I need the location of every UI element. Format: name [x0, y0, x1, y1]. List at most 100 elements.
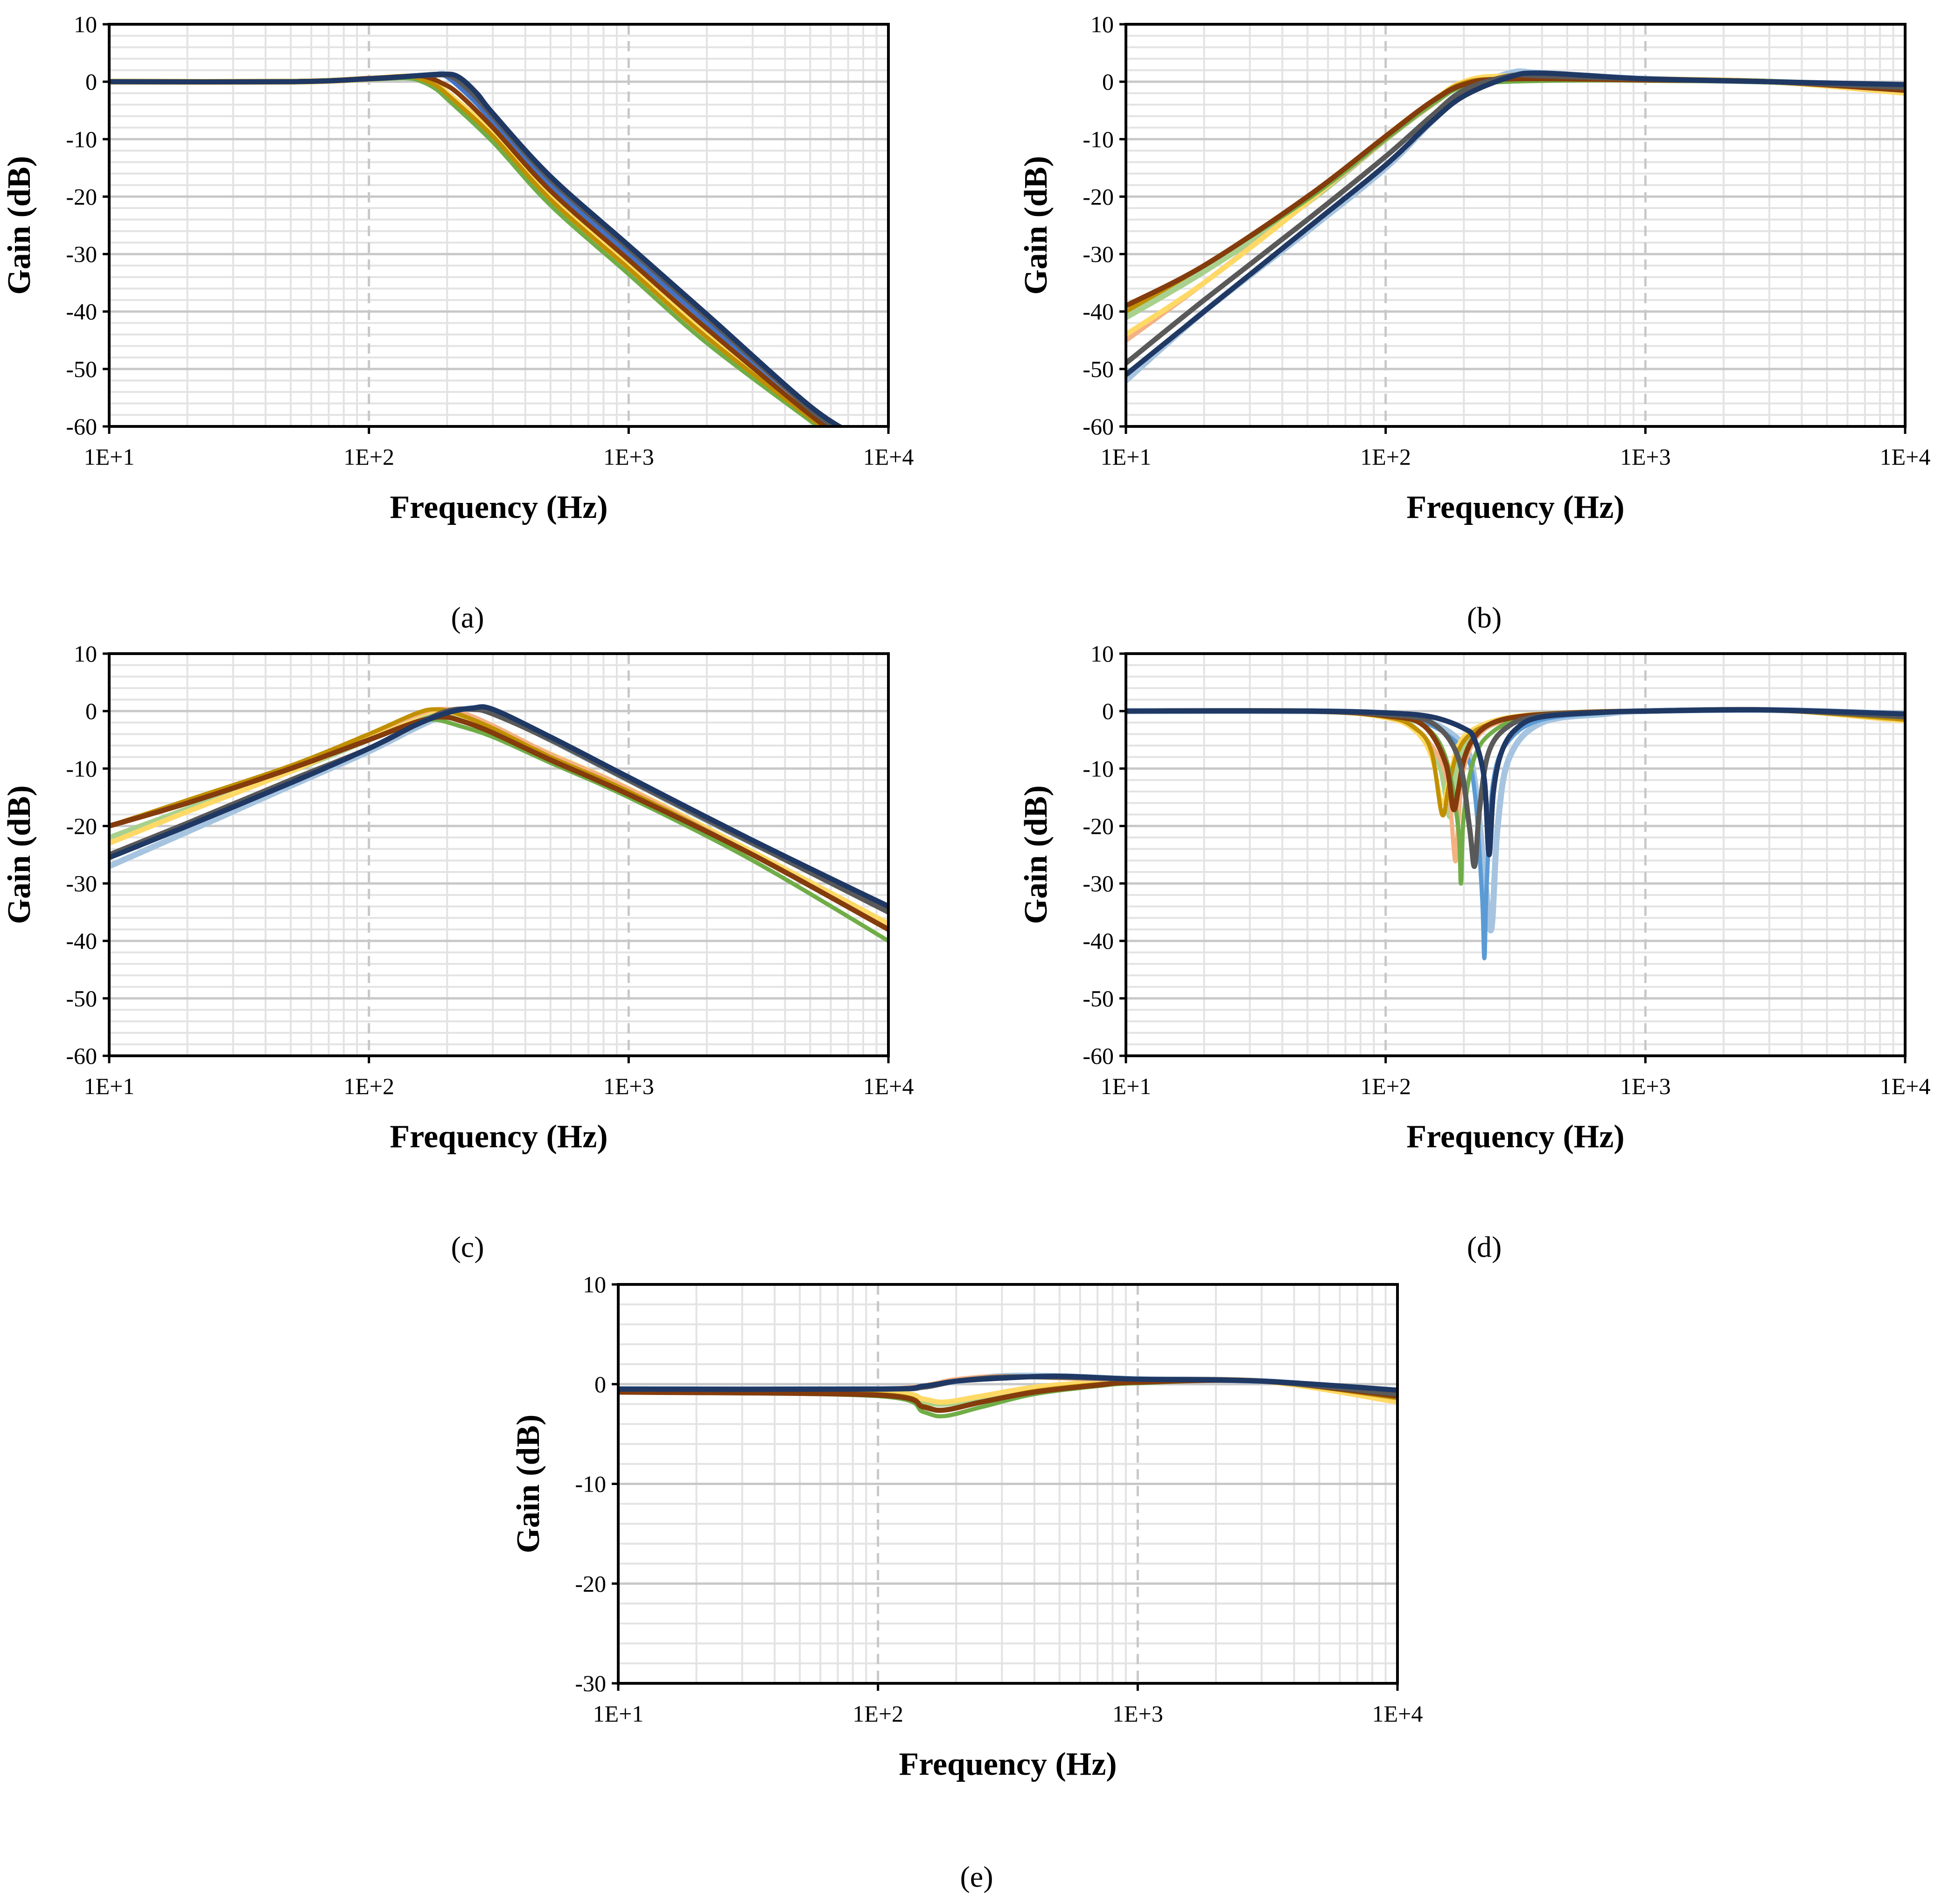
panel-a-y-axis-title: Gain (dB) [1, 156, 37, 295]
panel-c-x-tick-label: 1E+3 [603, 1073, 654, 1099]
panel-c-x-tick-label: 1E+1 [84, 1073, 135, 1099]
panel-d-y-axis-title: Gain (dB) [1018, 785, 1054, 924]
panel-a-y-tick-label: -20 [66, 183, 97, 209]
panel-c-y-tick-label: -30 [66, 871, 97, 897]
panel-a-x-tick-label: 1E+2 [343, 444, 394, 470]
panel-b-series [1126, 68, 1905, 384]
panel-b-y-tick-label: -40 [1083, 299, 1114, 325]
panel-a-series-s3 [109, 73, 830, 426]
panel-a-y-tick-label: -40 [66, 299, 97, 325]
panel-b-y-tick-label: -20 [1083, 183, 1114, 209]
panel-d-plot-frame [1125, 652, 1907, 1057]
panel-a-x-axis-title: Frequency (Hz) [390, 489, 608, 525]
panel-e-y-tick-label: 10 [583, 1271, 606, 1297]
panel-b-y-tick-label: -30 [1083, 241, 1114, 267]
panel-c-x-axis-title: Frequency (Hz) [390, 1119, 608, 1155]
panel-c-series [109, 704, 888, 943]
panel-c-y-axis-title: Gain (dB) [1, 785, 37, 924]
panel-a-y-tick-label: -10 [66, 126, 97, 152]
panel-c-x-tick-label: 1E+2 [343, 1073, 394, 1099]
panel-b-caption: (b) [1467, 601, 1502, 634]
panel-a-caption: (a) [451, 601, 484, 634]
panel-b-series-s4 [1126, 73, 1905, 337]
panel-c-y-tick-label: 0 [85, 698, 97, 724]
panel-a-x-tick-label: 1E+1 [84, 444, 135, 470]
panel-e-x-tick-label: 1E+1 [593, 1701, 644, 1727]
panel-a-y-tick-label: 10 [74, 11, 97, 37]
panel-d: 10 0 -10 -20 -30 -40 -50 -60 1E+1 1E+2 1E+3 1E+4 Fre… [1018, 641, 1930, 1263]
panel-c-series-s6 [109, 707, 888, 932]
panel-d-y-tick-label: 0 [1102, 698, 1114, 724]
panel-a-y-tick-label: -50 [66, 356, 97, 382]
panel-a-y-tick-label: 0 [85, 69, 97, 95]
panel-e: 10 0 -10 -20 -30 1E+1 1E+2 1E+3 1E+4 Frequency (H… [510, 1271, 1423, 1893]
panel-b-plot-frame [1125, 23, 1907, 428]
panel-e-y-axis-title: Gain (dB) [510, 1415, 546, 1554]
panel-d-y-tick-label: -30 [1083, 871, 1114, 897]
panel-d-y-tick-label: 10 [1090, 641, 1114, 667]
panel-b: 10 0 -10 -20 -30 -40 -50 -60 1E+1 1E+2 1E+3 1E+4 Fre… [1018, 11, 1930, 634]
panel-a-series [109, 70, 845, 426]
panel-e-y-tick-label: -30 [575, 1670, 606, 1696]
panel-d-y-tick-label: -10 [1083, 755, 1114, 781]
panel-e-x-tick-label: 1E+4 [1372, 1701, 1423, 1727]
panel-d-caption: (d) [1467, 1230, 1502, 1263]
panel-e-grid [617, 1283, 1399, 1685]
panel-c-y-tick-label: -50 [66, 985, 97, 1011]
panel-c-y-tick-label: -20 [66, 813, 97, 839]
panel-d-y-tick-label: -20 [1083, 813, 1114, 839]
panel-d-series-s3 [1126, 707, 1905, 820]
panel-e-series [618, 1373, 1397, 1419]
panel-d-grid [1125, 652, 1907, 1057]
panel-e-y-tick-label: -20 [575, 1570, 606, 1597]
panel-c-series-s9 [109, 704, 888, 909]
panel-b-x-tick-label: 1E+1 [1101, 444, 1152, 470]
panel-e-caption: (e) [960, 1860, 993, 1893]
panel-b-y-tick-label: -60 [1083, 413, 1114, 439]
panel-c-y-tick-label: -40 [66, 928, 97, 954]
panel-a-series-s6 [109, 74, 826, 426]
panel-d-y-tick-label: -50 [1083, 985, 1114, 1011]
panel-a-x-tick-label: 1E+4 [863, 444, 914, 470]
panel-d-x-tick-label: 1E+2 [1360, 1073, 1411, 1099]
panel-e-x-axis-title: Frequency (Hz) [899, 1746, 1117, 1782]
panel-a-series-s4 [109, 75, 822, 426]
panel-b-y-tick-label: 0 [1102, 69, 1114, 95]
panel-b-x-axis-title: Frequency (Hz) [1406, 489, 1624, 525]
panel-b-y-tick-label: -10 [1083, 126, 1114, 152]
panel-b-y-tick-label: 10 [1090, 11, 1114, 37]
panel-e-y-tick-label: 0 [594, 1371, 606, 1397]
panel-c: 10 0 -10 -20 -30 -40 -50 -60 1E+1 1E+2 1E+3 1E+4 Fre… [1, 641, 914, 1263]
panel-a-y-tick-label: -60 [66, 413, 97, 439]
panel-a-plot-frame [108, 23, 890, 428]
panel-c-plot-frame [108, 652, 890, 1057]
panel-d-y-tick-label: -40 [1083, 928, 1114, 954]
panel-e-y-tick-label: -10 [575, 1471, 606, 1497]
panel-b-x-tick-label: 1E+3 [1620, 444, 1671, 470]
panel-c-y-tick-label: 10 [74, 641, 97, 667]
panel-a-y-tick-label: -30 [66, 241, 97, 267]
panel-c-y-tick-label: -10 [66, 755, 97, 781]
panel-a-series-s9 [109, 71, 845, 426]
panel-a-x-tick-label: 1E+3 [603, 444, 654, 470]
panel-e-series-s9 [618, 1374, 1397, 1393]
panel-c-y-tick-label: -60 [66, 1043, 97, 1069]
panel-b-x-tick-label: 1E+4 [1880, 444, 1931, 470]
panel-d-y-tick-label: -60 [1083, 1043, 1114, 1069]
panel-d-x-tick-label: 1E+4 [1880, 1073, 1931, 1099]
panel-c-series-s5 [109, 717, 888, 943]
panel-a: 10 0 -10 -20 -30 -40 -50 -60 1E+1 1E+2 1E+3 1E+4 Fre… [1, 11, 914, 634]
panel-d-x-tick-label: 1E+3 [1620, 1073, 1671, 1099]
panel-c-caption: (c) [451, 1230, 484, 1263]
panel-c-x-tick-label: 1E+4 [863, 1073, 914, 1099]
panel-e-x-tick-label: 1E+3 [1112, 1701, 1163, 1727]
panel-d-x-axis-title: Frequency (Hz) [1406, 1119, 1624, 1155]
panel-d-series [1126, 706, 1905, 961]
panel-d-series-s6 [1126, 707, 1905, 818]
panel-a-series-s7 [109, 73, 830, 426]
panel-b-x-tick-label: 1E+2 [1360, 444, 1411, 470]
panel-c-series-s7 [109, 714, 888, 932]
panel-e-x-tick-label: 1E+2 [852, 1701, 903, 1727]
panel-c-series-s4 [109, 706, 888, 932]
